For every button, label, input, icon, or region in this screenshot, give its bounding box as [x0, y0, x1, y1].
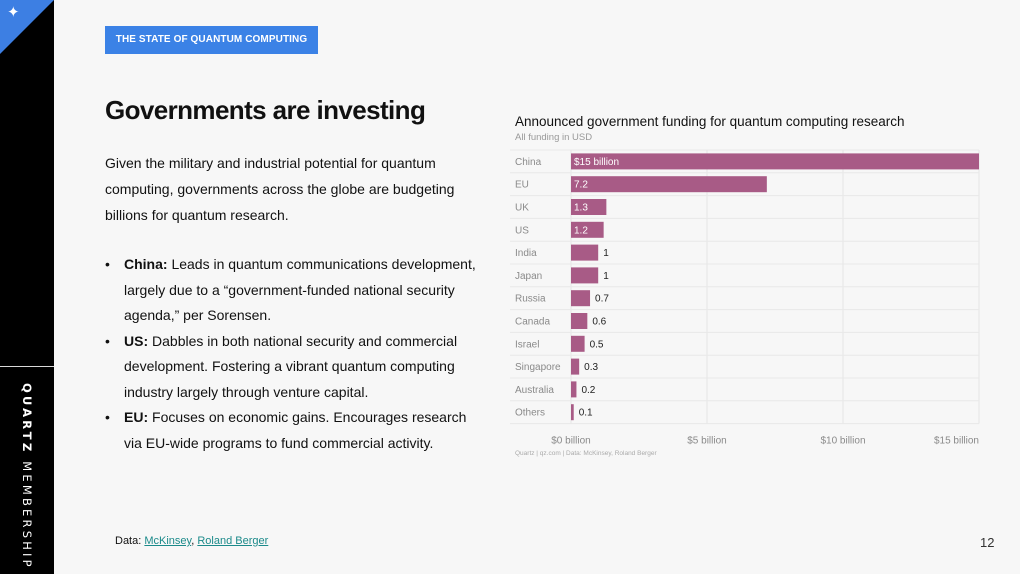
- bullet-label: US:: [124, 332, 149, 349]
- mckinsey-link[interactable]: McKinsey: [144, 535, 192, 547]
- data-label: $15 billion: [574, 157, 619, 168]
- x-tick-label: $15 billion: [934, 436, 979, 447]
- x-tick-label: $5 billion: [687, 436, 726, 447]
- chart-footnote: Quartz | qz.com | Data: McKinsey, Roland…: [515, 450, 657, 457]
- category-label: EU: [515, 180, 529, 191]
- intro-paragraph: Given the military and industrial potent…: [105, 155, 455, 223]
- data-bar: [571, 221, 604, 238]
- category-label: Others: [515, 408, 545, 419]
- bullet-us: US: Dabbles in both national security an…: [105, 329, 485, 406]
- page-number: 12: [980, 535, 995, 550]
- brand-rest: MEMBERSHIP: [20, 454, 34, 570]
- category-label: Australia: [515, 385, 554, 396]
- data-bar: [571, 176, 767, 193]
- data-source: Data: McKinsey, Roland Berger: [115, 535, 268, 547]
- chart-title: Announced government funding for quantum…: [515, 114, 905, 129]
- data-bar: [571, 381, 577, 398]
- category-label: India: [515, 248, 537, 259]
- data-bar: [571, 153, 979, 170]
- chart-subtitle: All funding in USD: [515, 132, 593, 143]
- category-label: Singapore: [515, 362, 561, 373]
- category-label: Japan: [515, 271, 542, 282]
- category-label: Israel: [515, 339, 539, 350]
- bullet-label: EU:: [124, 409, 149, 425]
- roland-berger-link[interactable]: Roland Berger: [197, 535, 269, 547]
- data-bar: [571, 358, 580, 375]
- brand-vertical: QUARTZ MEMBERSHIP: [20, 383, 34, 570]
- data-label: 0.1: [579, 408, 593, 419]
- funding-bar-chart: China $15 billion EU 7.2 UK 1.3 US 1.2 India 1 Jap…: [510, 149, 980, 447]
- x-tick-label: $0 billion: [551, 436, 590, 447]
- data-bar: [571, 244, 599, 261]
- brand-bold: QUARTZ: [20, 383, 34, 455]
- category-label: China: [515, 157, 542, 168]
- data-label: 0.6: [592, 317, 606, 328]
- data-label: 7.2: [574, 180, 588, 191]
- data-bar: [571, 335, 585, 352]
- sidebar-divider: [0, 366, 54, 367]
- sparkle-icon: ✦: [7, 3, 20, 21]
- data-bar: [571, 404, 574, 421]
- data-label: 0.7: [595, 294, 609, 305]
- category-label: US: [515, 225, 529, 236]
- sidebar: ✦ QUARTZ MEMBERSHIP: [0, 0, 54, 574]
- bullet-text: Leads in quantum communications developm…: [124, 256, 476, 323]
- data-label: 1: [603, 271, 609, 282]
- bullet-china: China: Leads in quantum communications d…: [105, 252, 485, 329]
- data-bar: [571, 290, 591, 307]
- section-tag: THE STATE OF QUANTUM COMPUTING: [105, 26, 318, 54]
- source-prefix: Data:: [115, 535, 145, 547]
- bullet-eu: EU: Focuses on economic gains. Encourage…: [105, 405, 485, 456]
- page-title: Governments are investing: [105, 95, 426, 125]
- category-label: Russia: [515, 294, 546, 305]
- x-tick-label: $10 billion: [820, 436, 865, 447]
- data-label: 1.3: [574, 203, 588, 214]
- data-bar: [571, 199, 607, 215]
- source-separator: ,: [191, 535, 198, 547]
- bullet-text: Focuses on economic gains. Encourages re…: [124, 409, 467, 451]
- data-bar: [571, 267, 599, 284]
- data-label: 1.2: [574, 225, 588, 236]
- category-label: UK: [515, 203, 529, 214]
- data-label: 0.5: [590, 339, 604, 350]
- category-label: Canada: [515, 317, 550, 328]
- data-label: 0.3: [584, 362, 598, 373]
- data-label: 1: [603, 248, 609, 259]
- data-label: 0.2: [581, 385, 595, 396]
- data-bar: [571, 313, 588, 329]
- bullet-text: Dabbles in both national security and co…: [124, 332, 458, 400]
- bullet-label: China:: [124, 256, 168, 272]
- corner-accent: [0, 0, 54, 54]
- bullet-list: China: Leads in quantum communications d…: [105, 252, 485, 456]
